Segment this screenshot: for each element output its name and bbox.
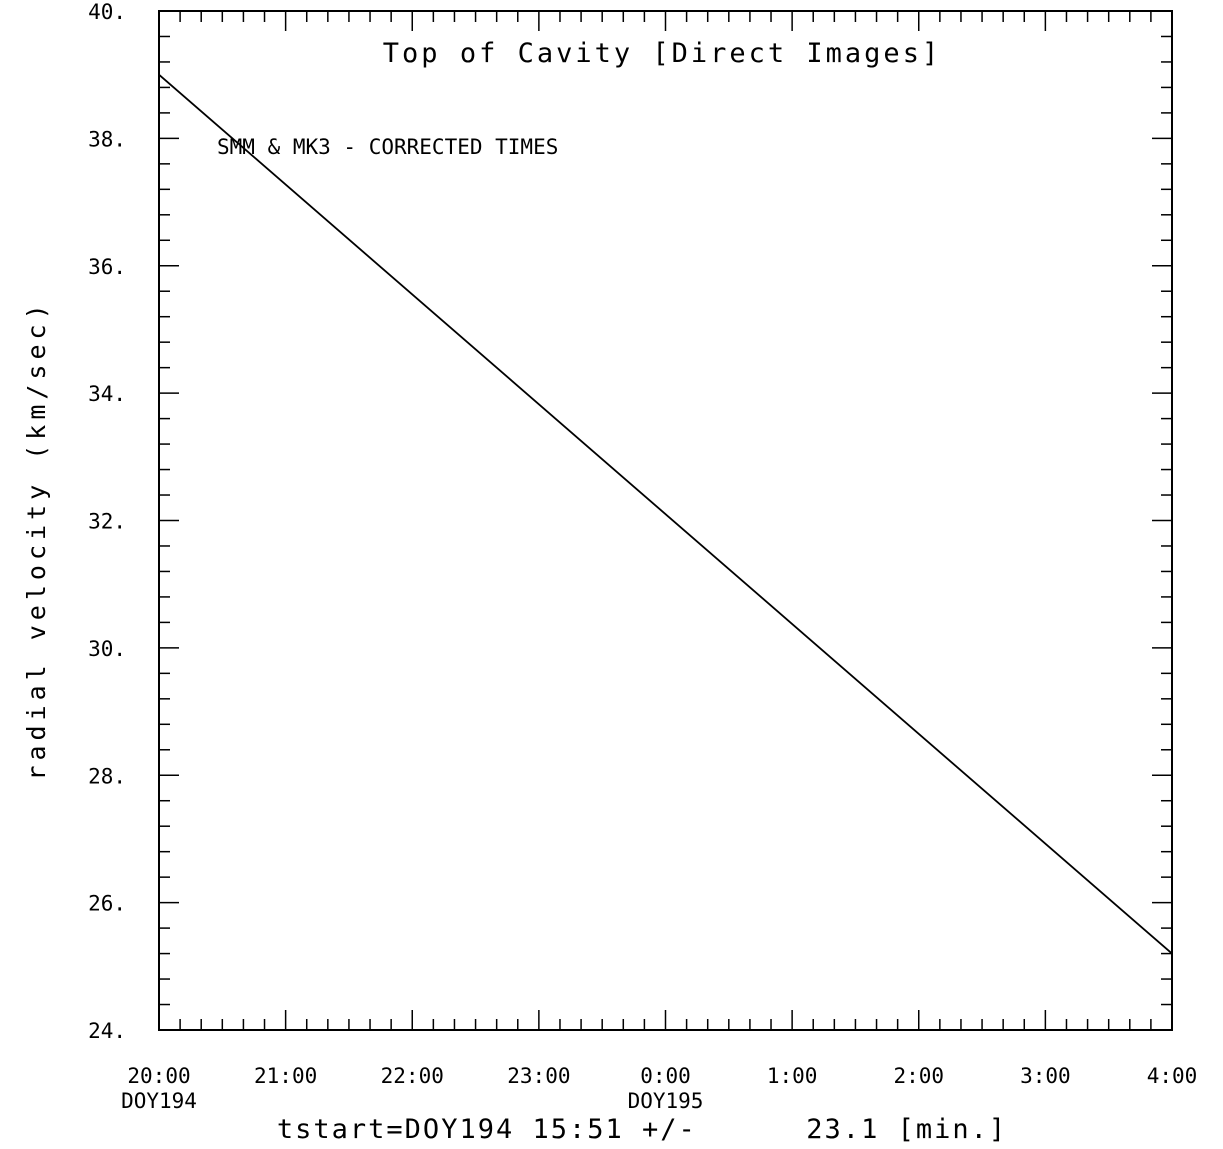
y-tick-label: 34. [88,382,126,406]
y-tick-label: 28. [88,764,126,788]
y-tick-labels: 24. 26. 28. 30. 32. 34. 36. 38. 40. [88,0,126,1043]
footer-text: tstart=DOY194 15:51 +/- 23.1 [min.] [277,1114,1007,1145]
plot-frame [158,10,1173,1031]
y-tick-label: 26. [88,892,126,916]
x-tick-label: 4:00 [1147,1064,1198,1088]
x-tick-label: 1:00 [767,1064,818,1088]
y-tick-label: 30. [88,637,126,661]
y-tick-label: 40. [88,0,126,24]
x-tick-label: 23:00 [507,1064,570,1088]
series-group [158,74,1173,955]
y-tick-label: 32. [88,510,126,534]
x-tick-label: 20:00 [127,1064,190,1088]
series-line [158,74,1173,955]
x-tick-label: 0:00 [640,1064,691,1088]
y-tick-label: 38. [88,127,126,151]
x-tick-label: 3:00 [1020,1064,1071,1088]
y-tick-label: 36. [88,255,126,279]
y-tick-label: 24. [88,1019,126,1043]
x-tick-sublabel: DOY195 [628,1089,704,1113]
x-tick-label: 2:00 [893,1064,944,1088]
chart-annotation: SMM & MK3 - CORRECTED TIMES [217,135,558,159]
x-tick-label: 22:00 [381,1064,444,1088]
tick-marks [158,10,1173,1031]
x-tick-sublabel: DOY194 [121,1089,197,1113]
chart-title: Top of Cavity [Direct Images] [383,38,941,69]
y-axis-label: radial velocity (km/sec) [22,299,51,780]
x-tick-label: 21:00 [254,1064,317,1088]
